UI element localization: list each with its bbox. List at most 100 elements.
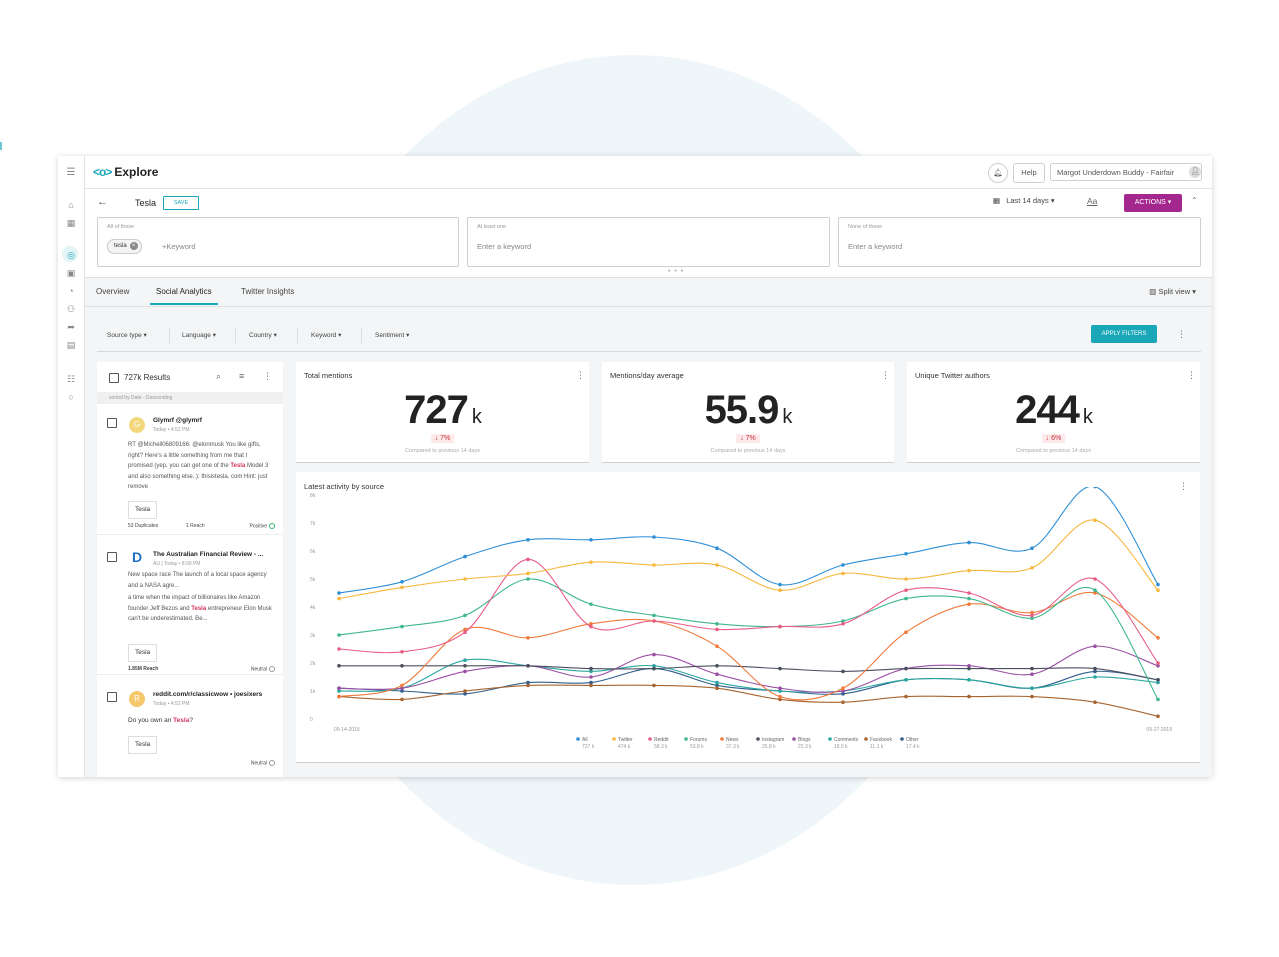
post-timestamp: Today • 4:52 PM bbox=[153, 701, 190, 707]
chip-remove-icon[interactable]: × bbox=[129, 242, 138, 250]
actions-button[interactable]: ACTIONS ▾ bbox=[1124, 194, 1182, 212]
help-circle-icon[interactable]: ○ bbox=[68, 392, 74, 402]
series-line-blogs bbox=[338, 645, 1159, 693]
settings-sliders-icon[interactable]: ☷ bbox=[66, 374, 76, 384]
card-more-icon[interactable]: ⋮ bbox=[576, 370, 585, 380]
data-point bbox=[400, 580, 404, 584]
data-point bbox=[1093, 591, 1097, 595]
data-point bbox=[1093, 577, 1097, 581]
filter-keyword[interactable]: Keyword ▾ bbox=[311, 332, 342, 339]
data-point bbox=[841, 669, 845, 674]
data-point bbox=[589, 666, 593, 671]
filters-more-icon[interactable]: ⋮ bbox=[1177, 329, 1186, 339]
author-name[interactable]: Glymrf @glymrf bbox=[153, 417, 202, 424]
dashboard-icon[interactable]: ▦ bbox=[66, 218, 76, 228]
at-least-one-input[interactable]: Enter a keyword bbox=[477, 242, 532, 251]
filter-source-type[interactable]: Source type ▾ bbox=[107, 332, 147, 339]
reach-value: 1.85M Reach bbox=[128, 666, 159, 672]
date-range-picker[interactable]: ▦ Last 14 days ▾ bbox=[993, 196, 1055, 205]
app-logo[interactable]: <o> Explore bbox=[93, 165, 158, 179]
select-all-checkbox[interactable] bbox=[109, 373, 119, 383]
post-text-part: Do you own an bbox=[128, 717, 174, 724]
list-item[interactable]: D The Australian Financial Review - ... … bbox=[97, 540, 283, 675]
at-least-one-box[interactable]: At least one Enter a keyword bbox=[467, 217, 830, 267]
keyword-tag[interactable]: Tesla bbox=[128, 736, 158, 754]
add-keyword-input[interactable]: +Keyword bbox=[162, 242, 196, 251]
resize-handle[interactable]: • • • bbox=[668, 268, 685, 275]
data-point bbox=[715, 686, 719, 690]
author-name[interactable]: The Australian Financial Review - ... bbox=[153, 551, 264, 558]
font-size-button[interactable]: Aa bbox=[1087, 196, 1098, 206]
none-of-these-input[interactable]: Enter a keyword bbox=[848, 242, 903, 251]
query-builder: ← Tesla SAVE ▦ Last 14 days ▾ Aa ACTIONS… bbox=[85, 189, 1212, 278]
keyword-chip[interactable]: tesla × bbox=[107, 239, 142, 254]
card-more-icon[interactable]: ⋮ bbox=[1187, 370, 1196, 380]
sentiment-label[interactable]: Neutral bbox=[251, 760, 275, 766]
sort-icon[interactable]: ≡ bbox=[239, 371, 245, 381]
all-of-these-box[interactable]: All of these tesla × +Keyword bbox=[97, 217, 459, 267]
item-checkbox[interactable] bbox=[107, 552, 117, 562]
line-chart[interactable]: 0 1k 2k 3k 4k 5k 6k 7k 8k 09-14-2019 09-27-2019 All… bbox=[296, 487, 1200, 762]
filter-country[interactable]: Country ▾ bbox=[249, 332, 277, 339]
chart-more-icon[interactable]: ⋮ bbox=[1179, 481, 1188, 491]
account-switcher[interactable]: Margot Underdown Buddy - Fairfair bbox=[1050, 163, 1202, 181]
data-point bbox=[1156, 661, 1160, 665]
post-text-part: Model 3 and also something else..): this… bbox=[128, 463, 269, 490]
filter-sentiment[interactable]: Sentiment ▾ bbox=[375, 332, 410, 339]
home-icon[interactable]: ⌂ bbox=[68, 200, 74, 210]
reports-icon[interactable]: ▤ bbox=[66, 340, 76, 350]
search-icon[interactable]: ⌕ bbox=[216, 371, 222, 381]
collapse-chevron-icon[interactable]: ⌃ bbox=[1191, 196, 1198, 205]
data-point bbox=[904, 588, 908, 592]
save-button[interactable]: SAVE bbox=[163, 196, 199, 210]
share-icon[interactable]: ➦ bbox=[67, 322, 75, 332]
none-of-these-box[interactable]: None of these Enter a keyword bbox=[838, 217, 1201, 267]
data-point bbox=[778, 624, 782, 629]
keyword-tag[interactable]: Tesla bbox=[128, 501, 158, 519]
data-point bbox=[1030, 613, 1034, 618]
data-point bbox=[904, 630, 908, 634]
avatar: R bbox=[129, 691, 145, 707]
data-point bbox=[967, 666, 971, 671]
keyword-highlight: Tesla bbox=[230, 463, 246, 469]
card-more-icon[interactable]: ⋮ bbox=[881, 370, 890, 380]
sentiment-label[interactable]: Neutral bbox=[251, 666, 275, 672]
card-title: Unique Twitter authors bbox=[915, 371, 990, 380]
inbox-icon[interactable]: ▣ bbox=[66, 268, 76, 278]
data-point bbox=[778, 689, 782, 693]
influencers-icon[interactable]: ⚇ bbox=[66, 304, 76, 314]
list-item[interactable]: G Glymrf @glymrf Today • 4:52 PM RT @Mic… bbox=[97, 406, 283, 535]
author-name[interactable]: reddit.com/r/classicwow • joesixers bbox=[153, 691, 263, 698]
tab-overview[interactable]: Overview bbox=[96, 287, 130, 296]
sentiment-label[interactable]: Positive bbox=[249, 523, 275, 529]
item-checkbox[interactable] bbox=[107, 692, 117, 702]
y-tick-label: 8k bbox=[310, 493, 316, 499]
notifications-bell-icon[interactable]: 🔔︎ bbox=[988, 163, 1008, 183]
comparison-note: Compared to previous 14 days bbox=[405, 448, 480, 454]
all-of-these-label: All of these bbox=[107, 224, 135, 230]
tab-twitter-insights[interactable]: Twitter Insights bbox=[241, 287, 295, 296]
menu-icon[interactable]: ☰ bbox=[66, 167, 76, 178]
keyword-tag[interactable]: Tesla bbox=[128, 644, 158, 662]
legend-label: Reddit bbox=[654, 737, 669, 743]
results-more-icon[interactable]: ⋮ bbox=[263, 371, 272, 381]
explore-icon[interactable]: ◎ bbox=[62, 246, 78, 262]
data-point bbox=[715, 627, 719, 632]
at-least-one-label: At least one bbox=[477, 224, 507, 230]
query-name[interactable]: Tesla bbox=[135, 198, 157, 208]
monitor-icon[interactable]: ◔ bbox=[68, 286, 74, 296]
list-item[interactable]: R reddit.com/r/classicwow • joesixers To… bbox=[97, 680, 283, 777]
filter-language[interactable]: Language ▾ bbox=[182, 332, 216, 339]
data-point bbox=[967, 678, 971, 682]
tab-social-analytics[interactable]: Social Analytics bbox=[150, 287, 218, 305]
split-view-toggle[interactable]: ▥ Split view ▾ bbox=[1149, 287, 1196, 296]
filter-divider bbox=[235, 327, 236, 343]
help-button[interactable]: Help bbox=[1013, 163, 1045, 183]
data-point bbox=[589, 669, 593, 674]
avatar: G bbox=[129, 417, 145, 433]
item-checkbox[interactable] bbox=[107, 418, 117, 428]
user-avatar-icon[interactable]: 👤︎ bbox=[1189, 166, 1201, 178]
back-arrow-icon[interactable]: ← bbox=[97, 196, 108, 208]
apply-filters-button[interactable]: APPLY FILTERS bbox=[1091, 325, 1157, 343]
data-point bbox=[400, 683, 404, 688]
